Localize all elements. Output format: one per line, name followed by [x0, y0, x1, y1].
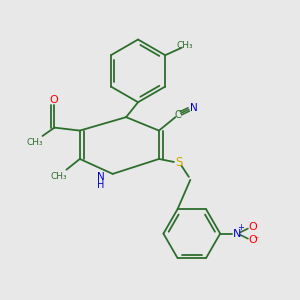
- Text: O: O: [248, 222, 257, 232]
- Text: O: O: [248, 235, 257, 245]
- Text: CH₃: CH₃: [51, 172, 67, 181]
- Text: N: N: [190, 103, 197, 112]
- Text: +: +: [237, 223, 244, 232]
- Text: ⁻: ⁻: [254, 235, 259, 245]
- Text: N: N: [97, 172, 105, 182]
- Text: S: S: [175, 156, 182, 169]
- Text: CH₃: CH₃: [176, 41, 193, 50]
- Text: CH₃: CH₃: [26, 138, 43, 147]
- Text: N: N: [233, 229, 242, 238]
- Text: H: H: [97, 180, 104, 190]
- Text: O: O: [50, 95, 58, 105]
- Text: C: C: [174, 110, 181, 120]
